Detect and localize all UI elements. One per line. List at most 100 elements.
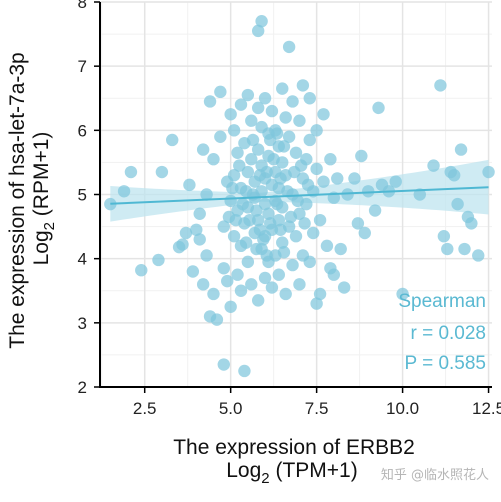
data-point xyxy=(186,265,200,278)
data-point xyxy=(270,197,284,211)
data-point xyxy=(348,172,361,185)
data-point xyxy=(389,175,402,188)
data-point xyxy=(434,79,447,92)
annotation-line: r = 0.028 xyxy=(410,323,486,344)
data-point xyxy=(221,274,234,288)
data-point xyxy=(279,111,292,124)
data-point xyxy=(241,255,255,269)
data-point xyxy=(396,287,409,301)
data-point xyxy=(296,79,310,92)
data-point xyxy=(239,185,253,198)
data-point xyxy=(152,253,165,267)
data-point xyxy=(253,169,267,182)
data-point xyxy=(277,140,291,153)
data-point xyxy=(243,213,256,227)
data-point xyxy=(317,108,330,121)
data-point xyxy=(441,242,454,256)
data-point xyxy=(482,165,495,179)
data-point xyxy=(282,40,296,54)
data-point xyxy=(454,143,468,156)
data-point xyxy=(303,255,316,269)
watermark: 知乎 @临水照花人 xyxy=(380,468,489,483)
annotation-line: Spearman xyxy=(398,291,486,312)
data-point xyxy=(298,217,311,230)
data-point xyxy=(276,236,289,249)
data-point xyxy=(277,246,291,259)
data-point xyxy=(320,239,334,253)
data-point xyxy=(193,233,206,246)
data-point xyxy=(368,204,382,217)
data-point xyxy=(236,197,249,211)
data-point xyxy=(246,133,260,147)
data-point xyxy=(155,165,169,179)
data-point xyxy=(245,114,258,127)
x-tick-label: 12.5 xyxy=(472,399,501,418)
data-point xyxy=(447,169,461,182)
data-point xyxy=(260,249,273,262)
data-point xyxy=(334,242,347,256)
data-point xyxy=(214,85,227,99)
data-point xyxy=(437,230,451,243)
x-axis-unit: Log2 (TPM+1) xyxy=(226,459,357,487)
data-point xyxy=(286,258,299,272)
data-point xyxy=(427,159,440,172)
data-point xyxy=(291,194,304,208)
data-point xyxy=(251,24,265,38)
data-point xyxy=(241,165,255,179)
data-point xyxy=(282,130,296,143)
data-point xyxy=(265,281,279,294)
data-point xyxy=(267,153,280,166)
data-point xyxy=(293,278,306,291)
data-point xyxy=(203,95,217,108)
data-point xyxy=(313,287,327,301)
data-point xyxy=(245,278,258,291)
y-tick-label: 7 xyxy=(78,57,87,76)
data-point xyxy=(190,223,203,236)
data-point xyxy=(238,364,251,378)
data-point xyxy=(251,213,265,227)
data-point xyxy=(245,153,258,166)
data-point xyxy=(341,188,354,201)
data-point xyxy=(251,143,265,156)
data-point xyxy=(253,223,267,236)
data-point xyxy=(310,162,323,176)
y-tick-label: 2 xyxy=(78,378,87,397)
regression-line xyxy=(110,186,489,205)
data-point xyxy=(227,169,241,182)
data-point xyxy=(241,88,255,102)
data-point xyxy=(281,185,294,198)
data-point xyxy=(274,172,287,185)
data-point xyxy=(362,185,375,198)
data-point xyxy=(324,153,337,166)
data-point xyxy=(358,226,371,240)
y-tick-label: 6 xyxy=(78,121,87,140)
data-point xyxy=(250,242,263,256)
x-tick-label: 7.5 xyxy=(305,399,329,418)
data-point xyxy=(200,249,213,262)
data-point xyxy=(303,133,316,147)
data-point xyxy=(224,300,237,313)
x-tick-label: 2.5 xyxy=(133,399,157,418)
x-axis-title: The expression of ERBB2 xyxy=(173,436,415,459)
x-tick-label: 10.0 xyxy=(386,399,419,418)
data-point xyxy=(317,175,330,188)
data-point xyxy=(234,284,248,297)
data-point xyxy=(217,358,230,371)
data-point xyxy=(286,95,299,108)
data-point xyxy=(231,146,244,159)
data-point xyxy=(258,92,272,105)
data-point xyxy=(306,226,320,240)
data-point xyxy=(355,149,368,163)
data-point xyxy=(250,204,263,217)
y-tick-label: 5 xyxy=(78,186,87,205)
data-point xyxy=(251,294,265,307)
data-point xyxy=(257,233,270,246)
data-point xyxy=(301,178,315,192)
data-point xyxy=(289,230,303,243)
data-point xyxy=(272,268,286,281)
data-point xyxy=(227,230,241,243)
data-point xyxy=(166,133,179,147)
data-point xyxy=(135,264,148,277)
data-point xyxy=(276,82,289,95)
